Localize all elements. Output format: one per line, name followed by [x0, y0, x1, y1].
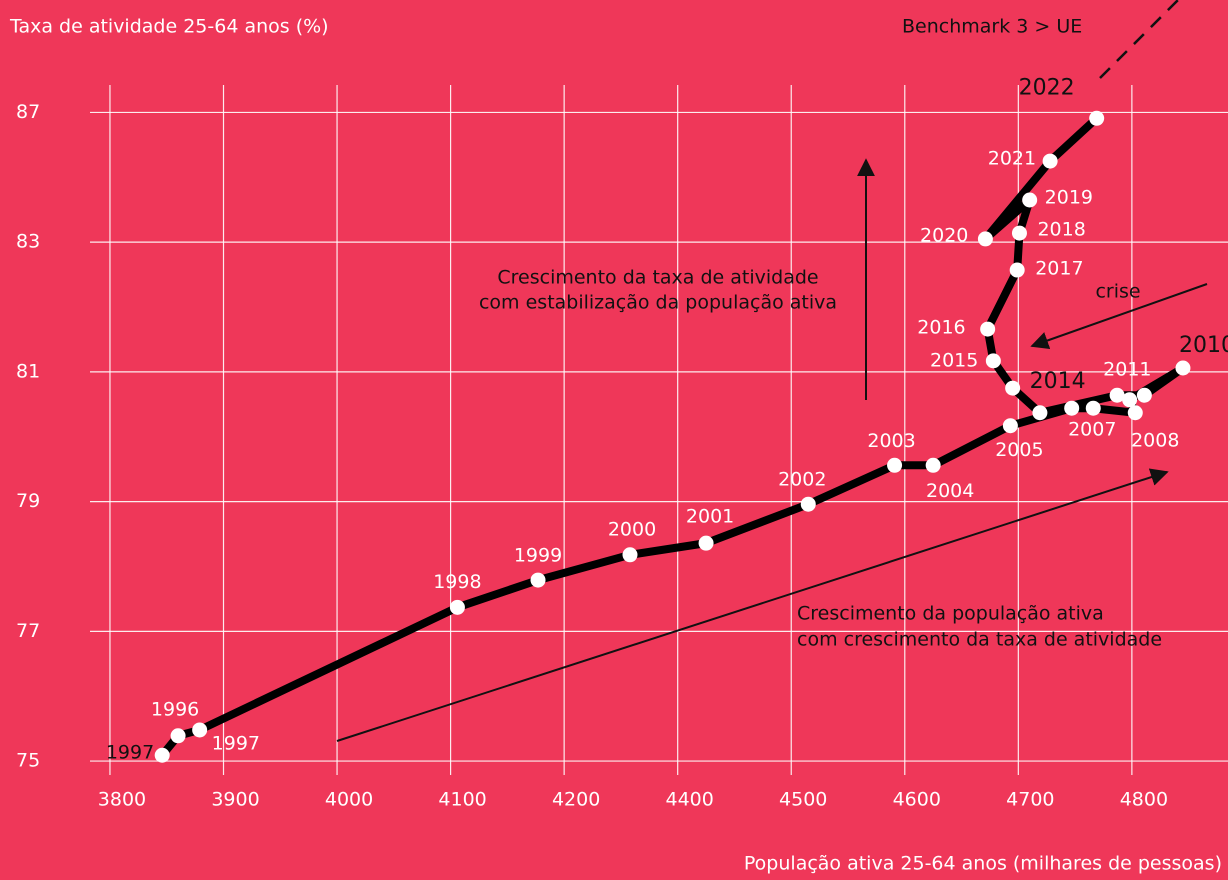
data-point — [1032, 405, 1048, 421]
y-tick-label: 87 — [16, 101, 40, 123]
data-point — [977, 231, 993, 247]
data-point — [985, 353, 1001, 369]
data-point — [925, 457, 941, 473]
point-label: 1998 — [433, 571, 481, 593]
arrow — [336, 468, 1169, 742]
data-point — [1109, 387, 1125, 403]
benchmark-line — [1099, 0, 1179, 79]
data-point — [192, 722, 208, 738]
x-tick-label: 4100 — [438, 789, 486, 811]
data-point — [1005, 380, 1021, 396]
point-label: 2021 — [988, 148, 1036, 170]
point-label: 1997 — [212, 732, 260, 754]
x-tick-label: 4200 — [552, 789, 600, 811]
point-label: 2008 — [1131, 429, 1179, 451]
data-point — [530, 572, 546, 588]
data-point — [1175, 360, 1191, 376]
point-label: 2015 — [930, 349, 978, 371]
x-axis-label: População ativa 25-64 anos (milhares de … — [744, 853, 1222, 875]
point-label: 2020 — [920, 224, 968, 246]
annotation: com crescimento da taxa de atividade — [797, 629, 1162, 651]
point-label: 2005 — [995, 439, 1043, 461]
data-point — [698, 535, 714, 551]
data-point — [1064, 400, 1080, 416]
data-point — [622, 547, 638, 563]
data-point — [1002, 418, 1018, 434]
point-label: 2017 — [1035, 258, 1083, 280]
point-label: 2018 — [1037, 219, 1085, 241]
point-label: 2011 — [1103, 359, 1151, 381]
annotation: crise — [1095, 281, 1140, 303]
point-label: 2007 — [1068, 419, 1116, 441]
point-label: 2010 — [1179, 333, 1228, 358]
data-point — [1127, 405, 1143, 421]
data-point — [800, 496, 816, 512]
x-tick-label: 4800 — [1120, 789, 1168, 811]
y-tick-label: 81 — [16, 360, 40, 382]
point-label: 2001 — [686, 506, 734, 528]
point-label: 2000 — [608, 518, 656, 540]
x-tick-label: 4400 — [666, 789, 714, 811]
data-point — [1085, 400, 1101, 416]
data-point — [1042, 153, 1058, 169]
data-point — [1136, 387, 1152, 403]
x-tick-label: 3800 — [98, 789, 146, 811]
point-label: 2003 — [867, 430, 915, 452]
x-tick-label: 3900 — [211, 789, 259, 811]
point-label: 1996 — [151, 698, 199, 720]
data-point — [980, 321, 996, 337]
point-label: 1997 — [106, 742, 154, 764]
data-point — [1022, 192, 1038, 208]
point-label: 2004 — [926, 480, 974, 502]
point-label: 1999 — [514, 545, 562, 567]
data-point — [887, 457, 903, 473]
x-tick-label: 4000 — [325, 789, 373, 811]
x-tick-label: 4500 — [779, 789, 827, 811]
data-point — [1122, 392, 1138, 408]
point-label: 2022 — [1019, 75, 1075, 100]
chart-title: Taxa de atividade 25-64 anos (%) — [9, 16, 329, 38]
point-label: 2016 — [917, 317, 965, 339]
annotation: Crescimento da taxa de atividade — [497, 267, 818, 289]
benchmark-note: Benchmark 3 > UE — [902, 16, 1082, 38]
data-point — [154, 747, 170, 763]
y-tick-label: 83 — [16, 231, 40, 253]
x-tick-label: 4600 — [893, 789, 941, 811]
data-point — [1089, 110, 1105, 126]
data-point — [170, 728, 186, 744]
x-tick-label: 4700 — [1006, 789, 1054, 811]
annotation: com estabilização da população ativa — [479, 292, 837, 314]
point-label: 2002 — [778, 469, 826, 491]
data-point — [449, 599, 465, 615]
y-tick-label: 75 — [16, 750, 40, 772]
arrow — [1030, 283, 1208, 350]
point-label: 2014 — [1030, 369, 1086, 394]
y-tick-label: 79 — [16, 490, 40, 512]
plot: 1997 1996 1997 1998 1999 2000 2001 2002 2003 2004… — [106, 75, 1228, 763]
data-point — [1011, 225, 1027, 241]
y-tick-label: 77 — [16, 620, 40, 642]
annotation: Crescimento da população ativa — [797, 603, 1104, 625]
point-label: 2019 — [1045, 187, 1093, 209]
data-point — [1009, 262, 1025, 278]
grid: 3800 3900 4000 4100 4200 4400 4500 4600 4700 4800… — [16, 85, 1228, 811]
